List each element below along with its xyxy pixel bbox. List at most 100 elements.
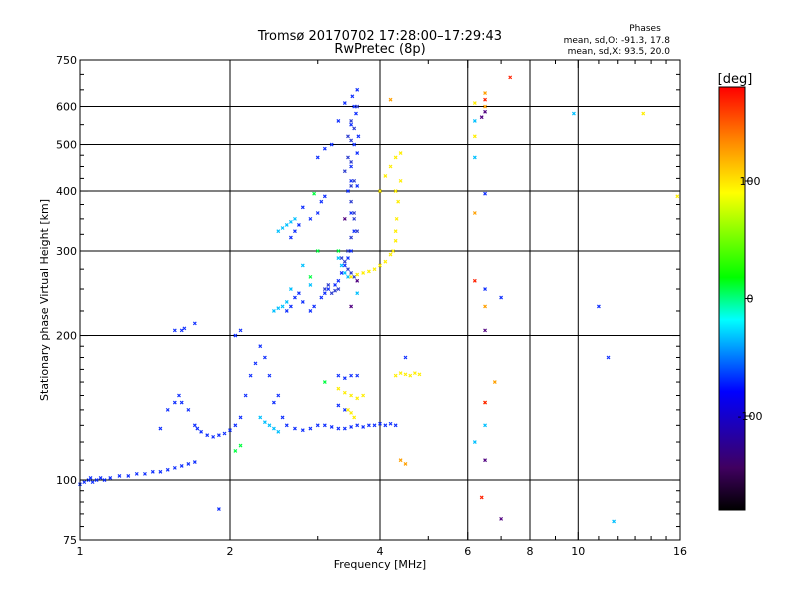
data-point (211, 434, 216, 439)
data-point (336, 278, 341, 283)
colorbar-tick-label: 0 (747, 293, 754, 306)
stats-line-x: mean, sd,X: 93.5, 20.0 (568, 47, 671, 57)
data-point (293, 229, 297, 234)
stats-line-o: mean, sd,O: -91.3, 17.8 (564, 36, 671, 46)
data-point (606, 355, 611, 360)
data-point (288, 304, 293, 309)
data-point (398, 371, 403, 376)
data-point (322, 291, 327, 296)
y-axis-label: Stationary phase Virtual Height [km] (38, 199, 51, 401)
x-tick-label: 6 (464, 545, 471, 558)
data-point (88, 476, 93, 480)
data-point (349, 159, 354, 164)
data-point (352, 216, 357, 221)
data-point (248, 373, 253, 378)
data-point (391, 249, 396, 253)
chart-title: Tromsø 20170702 17:28:00–17:29:43 (257, 29, 502, 44)
data-point (479, 495, 484, 500)
data-point (258, 415, 263, 420)
data-point (342, 101, 347, 105)
data-point (346, 134, 350, 139)
data-point (393, 373, 398, 378)
data-point (472, 155, 477, 160)
data-point (205, 433, 210, 438)
x-axis-label: Frequency [MHz] (334, 558, 426, 571)
data-point (398, 458, 403, 463)
data-point (417, 372, 422, 377)
data-point (355, 183, 360, 188)
data-point (271, 309, 276, 313)
data-point (177, 393, 181, 398)
data-point (158, 426, 163, 431)
data-point (483, 91, 487, 95)
data-point (243, 393, 248, 398)
data-point (288, 287, 293, 291)
data-point (233, 423, 238, 428)
data-point (346, 256, 350, 261)
x-tick-label: 4 (377, 545, 384, 558)
data-point (354, 111, 358, 116)
data-point (355, 423, 360, 428)
data-point (222, 431, 227, 436)
data-point (308, 309, 313, 313)
data-point (199, 429, 204, 434)
data-point (372, 423, 377, 428)
x-tick-label: 2 (227, 545, 234, 558)
data-point (388, 421, 393, 426)
data-point (117, 473, 122, 478)
data-point (329, 142, 334, 147)
colorbar-ticks: -100 0 100 (738, 175, 763, 423)
data-point (372, 267, 377, 272)
y-tick-label: 100 (56, 474, 77, 487)
data-point (472, 211, 477, 215)
data-point (383, 423, 388, 428)
data-point (284, 222, 289, 227)
data-point (388, 252, 393, 257)
data-point (216, 433, 221, 438)
data-point (378, 421, 382, 426)
data-point (192, 423, 197, 428)
data-point (483, 109, 487, 114)
data-point (288, 235, 293, 240)
data-point (472, 440, 477, 444)
data-point (675, 194, 680, 199)
data-point (336, 373, 341, 378)
data-point (102, 478, 107, 482)
data-point (238, 443, 243, 448)
data-point (349, 271, 354, 275)
data-point (349, 122, 354, 127)
data-point (238, 328, 243, 333)
data-point (276, 229, 281, 234)
data-point (98, 476, 103, 480)
x-tick-label: 1 (77, 545, 84, 558)
data-point (336, 403, 341, 408)
data-point (322, 146, 327, 151)
data-point (352, 415, 357, 420)
data-point (352, 142, 357, 147)
data-point (349, 235, 354, 240)
data-point (472, 278, 477, 283)
data-point (284, 309, 289, 313)
colorbar-label: [deg] (718, 72, 753, 87)
data-point (403, 355, 408, 360)
data-point (483, 287, 487, 291)
data-point (182, 326, 187, 331)
x-tick-label: 8 (527, 545, 534, 558)
data-point (356, 134, 361, 139)
x-tick-label: 16 (673, 545, 687, 558)
data-point (342, 216, 347, 221)
x-axis: 1 2 4 6 8 10 16 (77, 60, 687, 558)
data-point (393, 423, 398, 428)
stats-heading: Phases (629, 24, 661, 34)
data-point (300, 263, 305, 268)
data-point (308, 274, 313, 279)
data-point (352, 229, 357, 234)
data-point (308, 216, 313, 221)
data-point (483, 328, 487, 333)
data-point (383, 174, 388, 178)
data-point (319, 295, 324, 300)
data-point (499, 295, 504, 300)
data-point (322, 380, 327, 384)
data-point (492, 380, 497, 384)
data-point (472, 118, 477, 123)
